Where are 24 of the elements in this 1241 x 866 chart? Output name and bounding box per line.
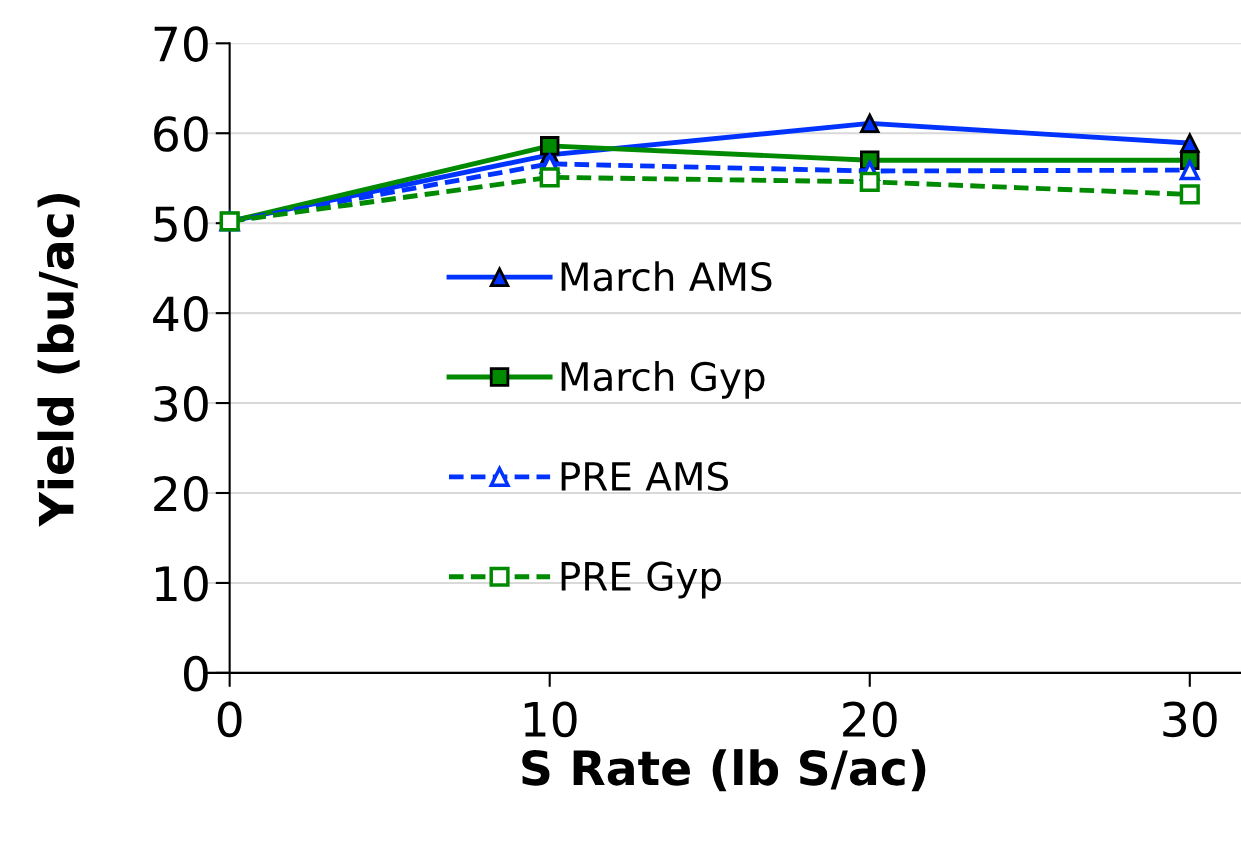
legend-label: March AMS bbox=[561, 261, 772, 292]
y-tick-label: 70 bbox=[154, 26, 208, 62]
point bbox=[539, 167, 560, 188]
x-tick-label: 0 bbox=[217, 701, 242, 738]
point bbox=[860, 113, 880, 134]
x-tick-label: 30 bbox=[1163, 701, 1217, 738]
legend-label: March Gyp bbox=[561, 361, 765, 399]
y-tick-label: 30 bbox=[154, 385, 208, 422]
legend-label: PRE Gyp bbox=[561, 561, 721, 599]
x-axis-title: S Rate (lb S/ac) bbox=[522, 749, 926, 792]
y-tick-label: 20 bbox=[154, 475, 208, 512]
x-tick-label: 10 bbox=[524, 701, 577, 738]
y-tick-label: 50 bbox=[154, 206, 208, 242]
point bbox=[1179, 160, 1200, 181]
x-tick-label: 20 bbox=[843, 701, 897, 738]
y-tick-label: 40 bbox=[153, 296, 208, 332]
y-axis-title: Yield (bu/ac) bbox=[37, 193, 80, 527]
point bbox=[539, 136, 560, 156]
legend-label: PRE AMS bbox=[561, 461, 728, 492]
y-tick-label: 60 bbox=[154, 116, 208, 152]
y-tick-label: 0 bbox=[183, 655, 208, 692]
y-tick-label: 10 bbox=[156, 565, 208, 602]
point bbox=[1179, 184, 1200, 205]
point bbox=[859, 171, 880, 192]
